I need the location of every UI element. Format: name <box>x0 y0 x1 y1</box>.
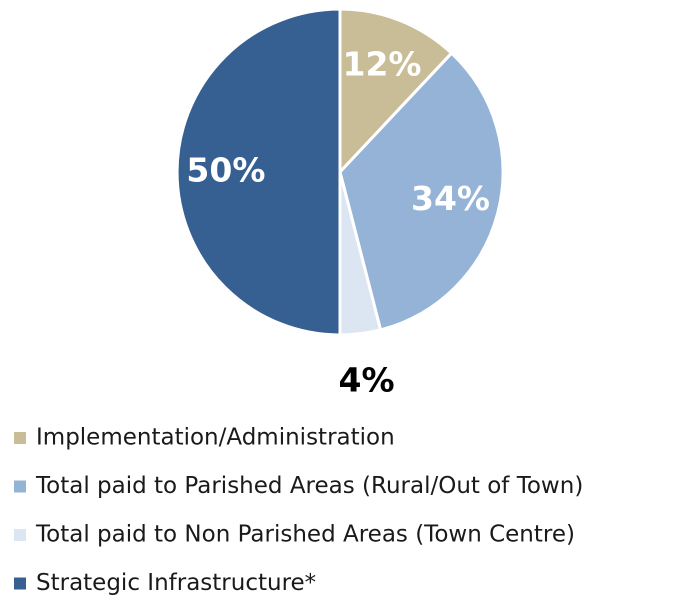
pie-slice <box>175 7 342 337</box>
pie-slice <box>338 7 454 176</box>
legend-swatch <box>14 480 26 493</box>
slice-label: 50% <box>186 151 265 190</box>
legend-swatch <box>14 577 26 590</box>
slice-label: 12% <box>343 44 422 83</box>
legend-swatch <box>14 529 26 541</box>
legend-label: Strategic Infrastructure* <box>36 570 316 595</box>
pie-slice <box>338 51 505 332</box>
legend-label: Total paid to Parished Areas (Rural/Out … <box>35 473 583 499</box>
legend-swatch <box>14 432 26 444</box>
legend-label: Total paid to Non Parished Areas (Town C… <box>35 522 575 548</box>
slice-label: 4% <box>339 361 395 400</box>
slice-label: 34% <box>411 179 490 218</box>
legend-label: Implementation/Administration <box>36 425 395 451</box>
